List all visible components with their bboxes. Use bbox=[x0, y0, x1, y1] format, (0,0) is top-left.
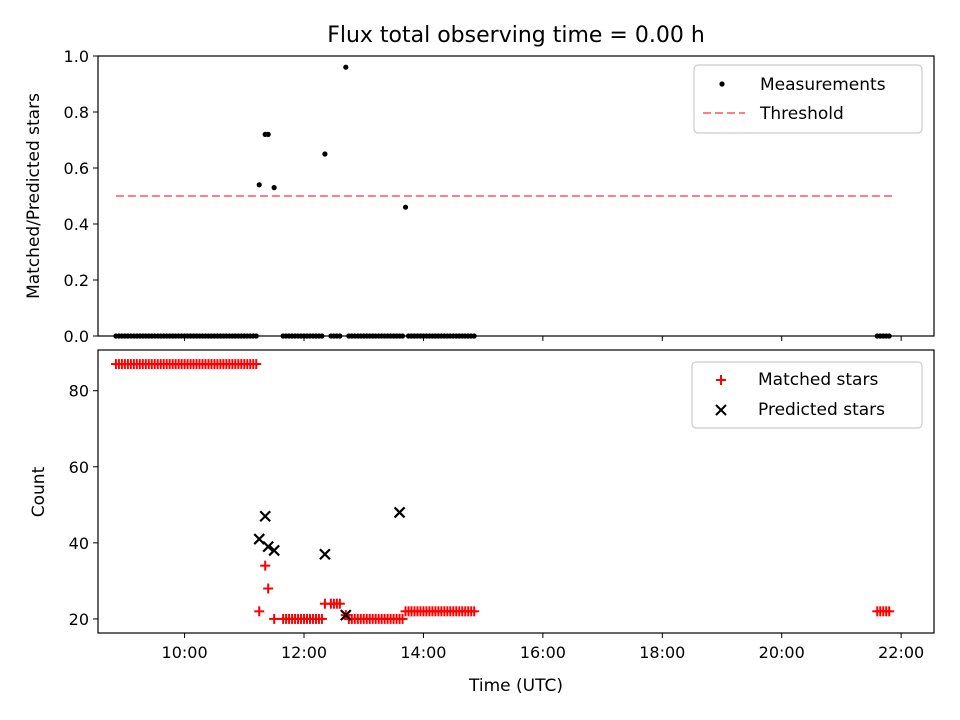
matched-star-marker bbox=[260, 560, 271, 571]
top-axes-frame bbox=[97, 55, 935, 337]
y-tick-label: 1.0 bbox=[64, 47, 89, 66]
y-tick-label: 0.6 bbox=[64, 159, 89, 178]
predicted-star-marker bbox=[393, 506, 406, 519]
y-tick-label: 60 bbox=[69, 458, 89, 477]
bottom-panel: 10:00 12:00 14:00 16:00 18:00 20:00 22:00 20 40 6… bbox=[29, 349, 935, 696]
predicted-star-marker bbox=[340, 609, 352, 621]
matched-star-marker bbox=[334, 598, 345, 609]
matched-star-marker bbox=[251, 359, 262, 370]
x-tick-label: 14:00 bbox=[400, 643, 446, 662]
x-tick-label: 12:00 bbox=[281, 643, 327, 662]
top-panel: Flux total observing time = 0.00 h 0.0 0.… bbox=[24, 23, 935, 346]
x-tick-label: 20:00 bbox=[759, 643, 805, 662]
predicted-star-marker bbox=[319, 548, 331, 561]
measurement-point bbox=[256, 182, 262, 188]
measurement-point bbox=[271, 185, 277, 191]
matched-star-marker bbox=[269, 613, 280, 624]
bottom-ylabel: Count bbox=[29, 466, 49, 517]
y-tick-label: 20 bbox=[69, 610, 89, 629]
legend-predicted-label: Predicted stars bbox=[758, 400, 885, 420]
bottom-xlabel: Time (UTC) bbox=[468, 676, 563, 696]
y-tick-label: 0.0 bbox=[64, 327, 89, 346]
top-legend: Measurements Threshold bbox=[693, 64, 923, 134]
legend-matched-marker bbox=[716, 375, 726, 385]
matched-star-marker bbox=[469, 606, 480, 617]
legend-predicted-marker bbox=[715, 404, 727, 416]
y-tick-label: 40 bbox=[69, 534, 89, 553]
legend-measurements-marker bbox=[719, 81, 725, 87]
x-tick-label: 10:00 bbox=[162, 643, 208, 662]
legend-threshold-label: Threshold bbox=[759, 104, 844, 124]
measurement-point bbox=[322, 151, 328, 157]
y-tick-label: 0.8 bbox=[64, 103, 89, 122]
matched-star-marker bbox=[316, 613, 327, 624]
chart-title: Flux total observing time = 0.00 h bbox=[327, 23, 705, 48]
matched-star-marker bbox=[254, 606, 265, 617]
x-tick-label: 18:00 bbox=[639, 643, 685, 662]
x-tick-label: 22:00 bbox=[878, 643, 924, 662]
predicted-star-marker bbox=[268, 544, 280, 557]
y-tick-label: 80 bbox=[69, 382, 89, 401]
predicted-star-marker bbox=[262, 540, 274, 553]
x-tick-label: 16:00 bbox=[520, 643, 566, 662]
matched-star-marker bbox=[263, 583, 274, 594]
predicted-star-marker bbox=[259, 510, 271, 523]
bottom-legend: Matched stars Predicted stars bbox=[691, 361, 923, 429]
y-tick-label: 0.4 bbox=[64, 215, 89, 234]
matched-star-marker bbox=[884, 606, 895, 617]
measurement-point bbox=[402, 204, 409, 210]
measurement-point bbox=[265, 131, 271, 137]
legend-measurements-label: Measurements bbox=[760, 75, 886, 95]
measurement-point bbox=[343, 64, 349, 70]
legend-matched-label: Matched stars bbox=[758, 370, 878, 390]
matched-star-marker bbox=[397, 613, 408, 624]
top-ylabel: Matched/Predicted stars bbox=[24, 93, 44, 299]
bottom-axes-frame bbox=[97, 349, 935, 634]
y-tick-label: 0.2 bbox=[64, 271, 89, 290]
